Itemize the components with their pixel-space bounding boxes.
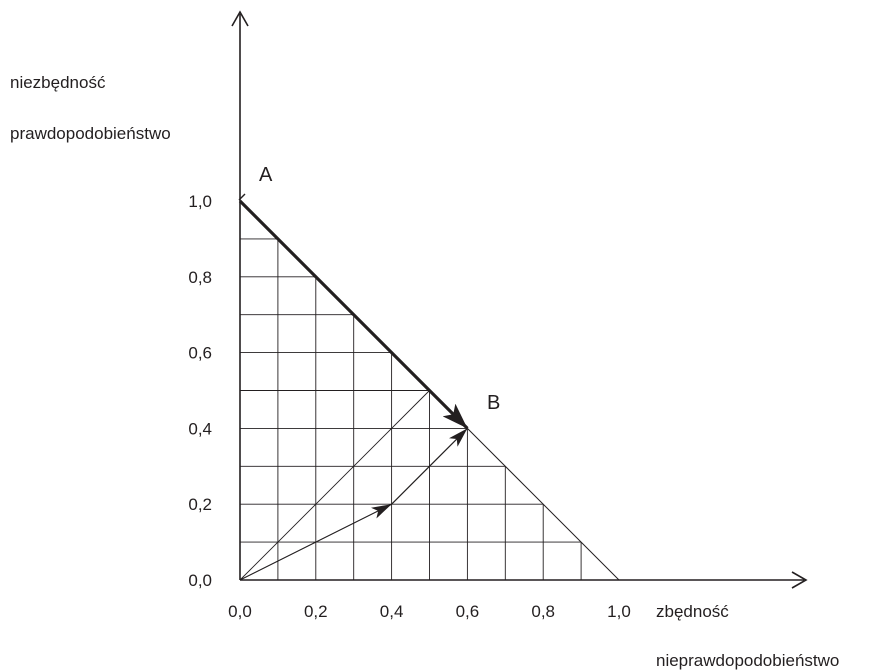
x-tick-label: 0,0 — [228, 602, 252, 621]
x-tick-label: 1,0 — [607, 602, 631, 621]
thin-arrow-1 — [239, 503, 392, 581]
y-tick-label: 1,0 — [188, 192, 212, 211]
x-tick-label: 0,4 — [380, 602, 404, 621]
y-tick-label: 0,8 — [188, 268, 212, 287]
y-axis-title-2: prawdopodobieństwo — [10, 124, 171, 143]
x-tick-label: 0,6 — [456, 602, 480, 621]
y-tick-label: 0,6 — [188, 344, 212, 363]
diagonal-line — [239, 390, 430, 581]
x-axis-title-1: zbędność — [656, 602, 729, 621]
point-label-b: B — [487, 392, 500, 414]
x-tick-labels: 0,0 0,2 0,4 0,6 0,8 1,0 — [228, 602, 631, 621]
thick-arrow — [238, 199, 469, 430]
point-label-a: A — [259, 164, 273, 186]
diagonal-line — [239, 390, 430, 581]
y-tick-label: 0,0 — [188, 571, 212, 590]
thin-arrow-2 — [391, 427, 468, 505]
x-tick-label: 0,2 — [304, 602, 328, 621]
x-tick-label: 0,8 — [531, 602, 555, 621]
y-tick-label: 0,2 — [188, 495, 212, 514]
boundary-line — [467, 428, 620, 581]
x-axis-arrowhead — [791, 571, 808, 589]
y-axis-arrowhead — [231, 10, 249, 27]
arrows — [238, 193, 469, 581]
point-a-mark — [238, 193, 246, 201]
y-axis-title-1: niezbędność — [10, 73, 106, 92]
y-tick-labels: 0,0 0,2 0,4 0,6 0,8 1,0 — [188, 192, 212, 590]
grid — [240, 238, 620, 581]
y-tick-label: 0,4 — [188, 419, 212, 438]
x-axis-title-2: nieprawdopodobieństwo — [656, 651, 839, 670]
